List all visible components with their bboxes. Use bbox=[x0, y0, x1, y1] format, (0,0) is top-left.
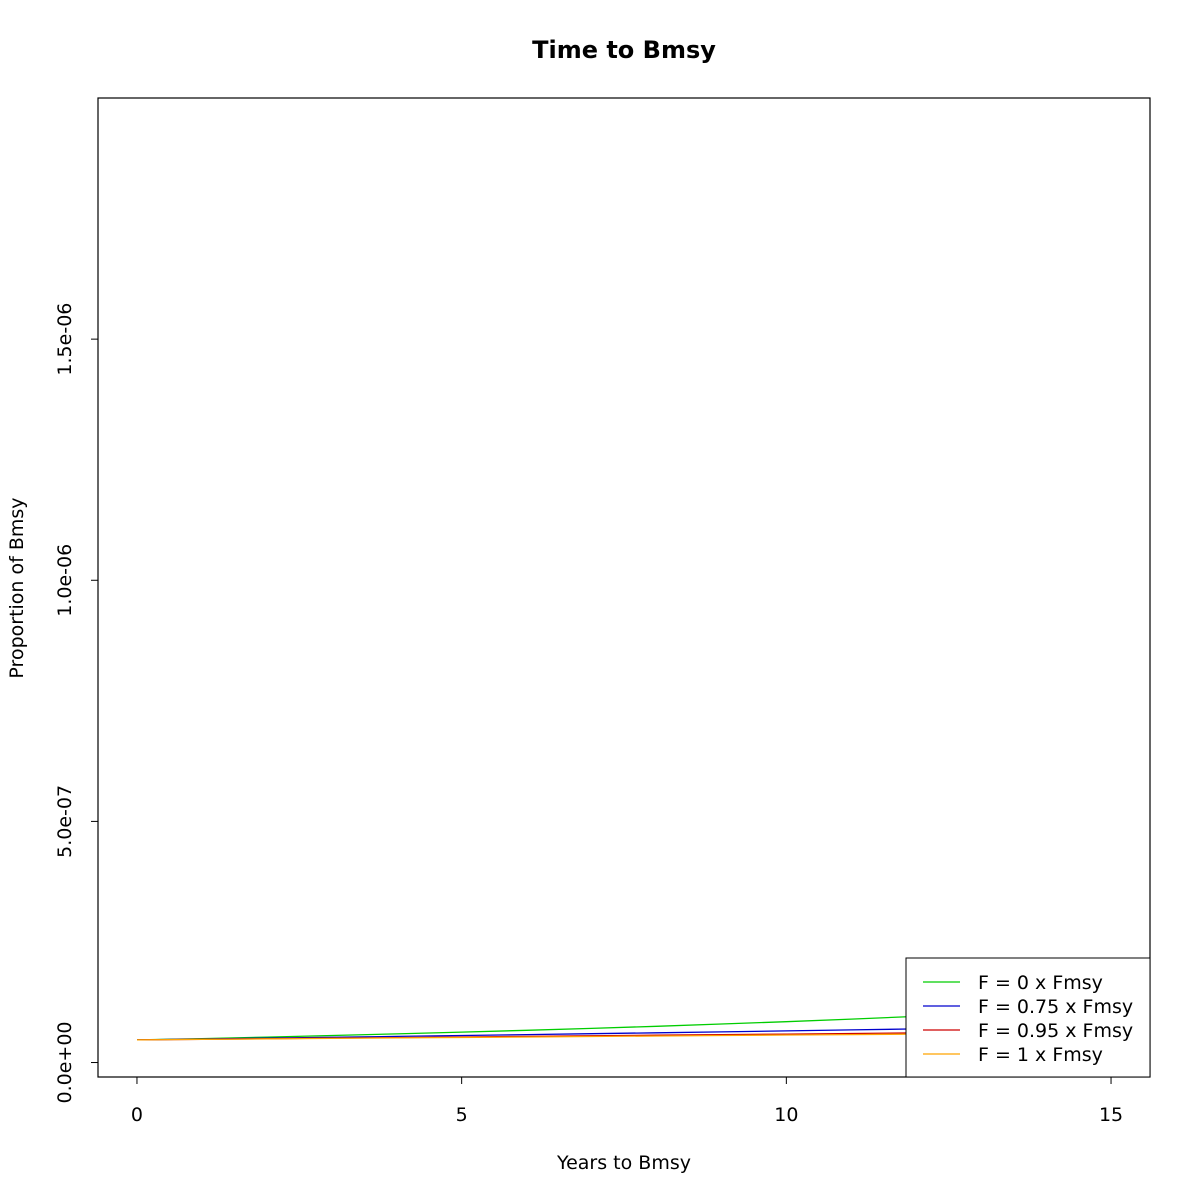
x-tick-label: 0 bbox=[131, 1104, 143, 1126]
chart-title: Time to Bmsy bbox=[532, 36, 716, 64]
y-tick-label: 1.5e-06 bbox=[54, 303, 76, 376]
y-axis-label: Proportion of Bmsy bbox=[6, 497, 28, 678]
legend-label: F = 0.75 x Fmsy bbox=[978, 996, 1133, 1018]
y-tick-label: 1.0e-06 bbox=[54, 544, 76, 617]
legend-label: F = 0.95 x Fmsy bbox=[978, 1020, 1133, 1042]
legend-box bbox=[905, 957, 1151, 1078]
x-tick-label: 10 bbox=[774, 1104, 798, 1126]
x-tick-label: 15 bbox=[1099, 1104, 1123, 1126]
y-tick-label: 0.0e+00 bbox=[54, 1021, 76, 1103]
x-axis-label: Years to Bmsy bbox=[556, 1152, 691, 1174]
y-tick-label: 5.0e-07 bbox=[54, 785, 76, 858]
y-axis: 0.0e+00 5.0e-07 1.0e-06 1.5e-06 bbox=[54, 303, 99, 1104]
legend-label: F = 0 x Fmsy bbox=[978, 972, 1103, 994]
legend-label: F = 1 x Fmsy bbox=[978, 1044, 1103, 1066]
x-tick-label: 5 bbox=[456, 1104, 468, 1126]
